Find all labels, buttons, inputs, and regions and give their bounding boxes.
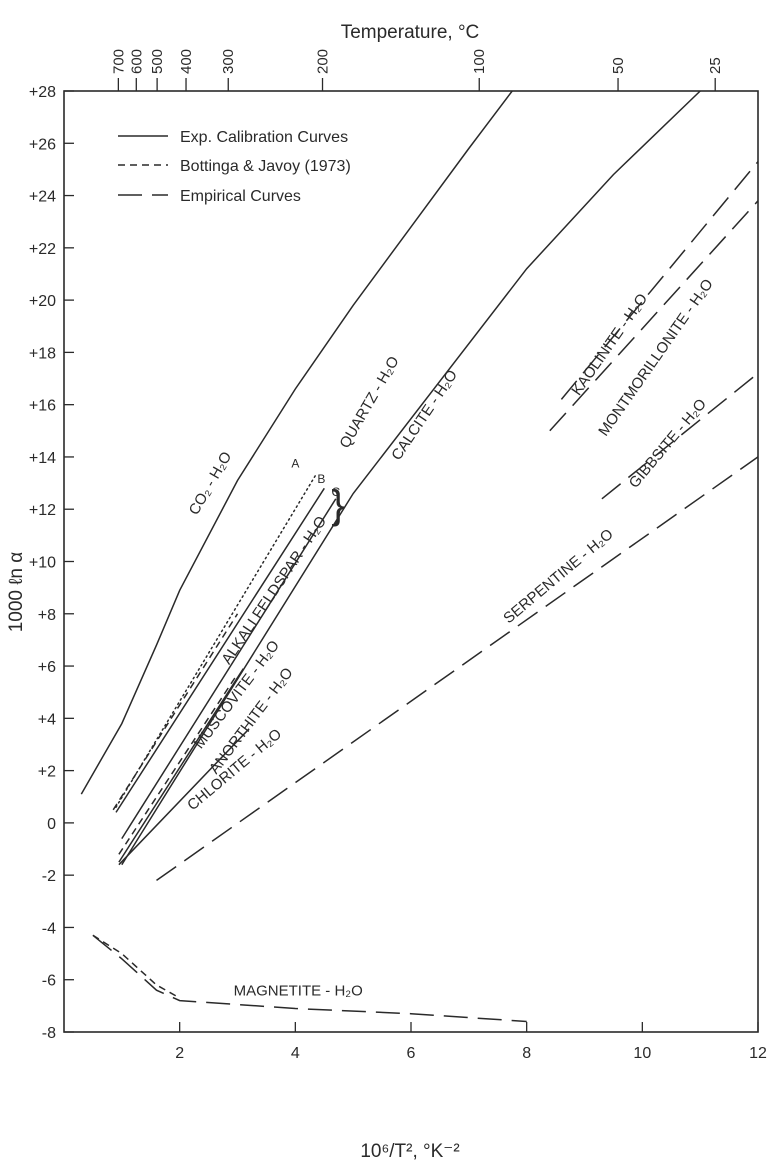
y-tick-label: +26 (29, 136, 56, 153)
top-axis-title: Temperature, °C (341, 22, 480, 43)
y-tick-label: +20 (29, 293, 56, 310)
y-tick-label: +16 (29, 398, 56, 415)
x-tick-label: 4 (291, 1045, 300, 1062)
plot-area (63, 90, 759, 1033)
x-tick-label: 2 (175, 1045, 184, 1062)
y-tick-label: +2 (38, 764, 56, 781)
y-axis-ticks: +28+26+24+22+20+18+16+14+12+10+8+6+4+20-… (29, 84, 74, 1042)
y-axis-label: 1000 ℓn α (6, 552, 27, 633)
curve-serpentine-h2o (156, 456, 759, 882)
top-tick-label: 100 (471, 49, 488, 74)
y-tick-label: -8 (42, 1025, 56, 1042)
x-tick-label: 8 (522, 1045, 531, 1062)
y-tick-label: 0 (47, 816, 56, 833)
curve-label-quartz-h2o: QUARTZ - H₂O (336, 354, 402, 452)
top-tick-label: 500 (149, 49, 166, 74)
point-label-b: B (317, 472, 325, 486)
curve-b (115, 487, 325, 813)
y-tick-label: +10 (29, 555, 56, 572)
x-axis-label: 10⁶/T², °K⁻² (360, 1141, 459, 1162)
y-tick-label: +14 (29, 450, 56, 467)
curve-bottinga-javoy (112, 613, 239, 811)
y-tick-label: +22 (29, 241, 56, 258)
y-tick-label: -4 (42, 920, 56, 937)
top-tick-label: 400 (178, 49, 195, 74)
curve-label-serpentine-h2o: SERPENTINE - H₂O (500, 526, 616, 627)
x-tick-label: 12 (749, 1045, 767, 1062)
point-label-a: A (291, 456, 299, 470)
curve-label-calcite-h2o: CALCITE - H₂O (388, 367, 461, 464)
quartz-brace: } (331, 483, 344, 527)
curve-anorthite-h2o (118, 728, 250, 866)
y-tick-label: +28 (29, 84, 56, 101)
curve-bottinga-javoy (92, 934, 181, 999)
top-tick-label: 25 (707, 57, 724, 74)
y-tick-label: +24 (29, 189, 56, 206)
curve-a (115, 474, 317, 808)
curve-label-magnetite-h2o: MAGNETITE - H₂O (234, 982, 363, 999)
curve-muscovite-h2o (118, 668, 244, 863)
curve-label-gibbsite-h2o: GIBBSITE - H₂O (626, 396, 710, 492)
curve-calcite-h2o (121, 90, 701, 866)
top-tick-label: 200 (315, 49, 332, 74)
y-tick-label: -2 (42, 868, 56, 885)
x-tick-label: 10 (633, 1045, 651, 1062)
y-tick-label: +12 (29, 502, 56, 519)
legend-label-long-dash: Empirical Curves (180, 188, 301, 205)
y-tick-label: +8 (38, 607, 56, 624)
top-axis-ticks: 700 600 500 400 300 200 100 50 25 (110, 49, 724, 91)
curve-c (121, 498, 337, 839)
point-label-c: C (331, 485, 340, 499)
curve-co2-h2o (80, 90, 513, 795)
y-tick-label: +4 (38, 711, 56, 728)
x-tick-label: 6 (407, 1045, 416, 1062)
y-tick-label: +18 (29, 345, 56, 362)
top-tick-label: 600 (128, 49, 145, 74)
curve-kaolinite-h2o (560, 161, 759, 400)
legend-label-short-dash: Bottinga & Javoy (1973) (180, 158, 351, 175)
top-tick-label: 300 (220, 49, 237, 74)
top-tick-label: 700 (110, 49, 127, 74)
quartz-brace-group: } (331, 483, 344, 527)
chart-title: Temperature, °C (341, 22, 480, 43)
curves-layer (80, 90, 759, 1023)
legend: Exp. Calibration Curves Bottinga & Javoy… (118, 129, 351, 205)
x-axis-ticks: 2 4 6 8 10 12 (175, 1022, 767, 1062)
curve-label-co2-h2o: CO₂ - H₂O (186, 449, 236, 518)
curve-montmorillonite-h2o (549, 200, 759, 432)
legend-label-solid: Exp. Calibration Curves (180, 129, 348, 146)
top-tick-label: 50 (610, 57, 627, 74)
curve-magnetite-h2o (92, 934, 527, 1023)
y-tick-label: +6 (38, 659, 56, 676)
y-tick-label: -6 (42, 973, 56, 990)
